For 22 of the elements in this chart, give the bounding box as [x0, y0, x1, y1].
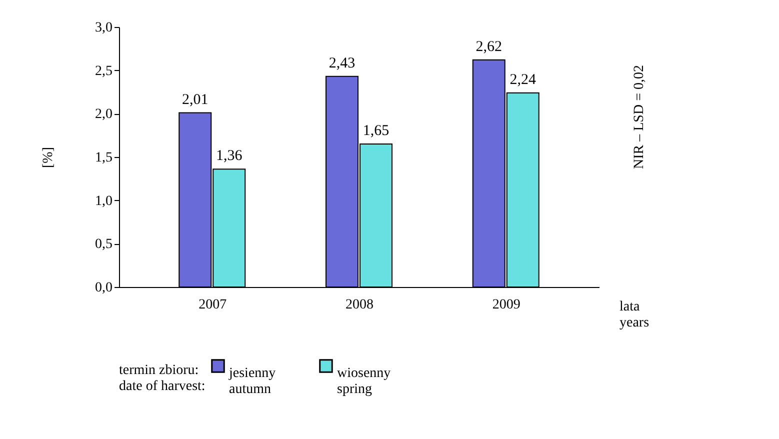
- y-tick-label: 3,0: [95, 20, 112, 36]
- data-label: 1,36: [216, 148, 243, 164]
- legend-title: termin zbioru: date of harvest:: [119, 363, 206, 394]
- legend-label: wiosenny spring: [337, 366, 391, 397]
- data-label: 2,62: [476, 38, 502, 55]
- y-tick-label: 0,5: [95, 237, 112, 252]
- y-tick-label: 2,5: [95, 64, 112, 79]
- x-tick-label: 2008: [346, 298, 374, 312]
- data-label: 2,43: [328, 55, 356, 72]
- y-axis-title: [%]: [41, 147, 56, 168]
- y-tick-label: 0,0: [95, 280, 112, 296]
- legend-label: jesienny autumn: [228, 366, 276, 397]
- text: NIR – LSD = 0,02: [632, 65, 647, 169]
- y-tick-label: 1,0: [95, 194, 112, 209]
- x-tick-label: 2009: [492, 298, 520, 312]
- data-label: 2,01: [182, 92, 208, 108]
- y-tick-label: 2,0: [95, 107, 112, 122]
- x-axis-title: lata years: [620, 300, 650, 330]
- data-label: 1,65: [362, 123, 390, 139]
- y-tick-label: 1,5: [95, 150, 112, 166]
- x-tick-label: 2007: [198, 298, 227, 312]
- data-label: 2,24: [510, 72, 536, 88]
